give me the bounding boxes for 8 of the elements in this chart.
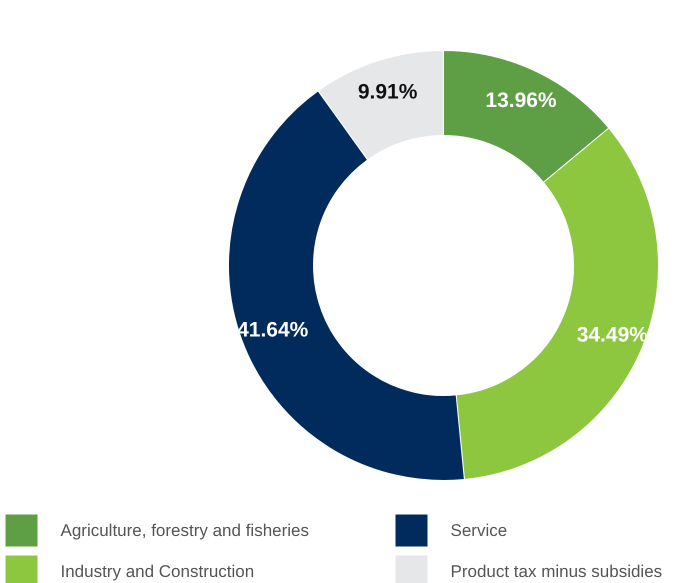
data-label: 13.96% [485, 88, 557, 112]
data-label: 9.91% [358, 80, 418, 104]
legend-label: Service [450, 521, 508, 540]
legend-label: Industry and Construction [60, 562, 254, 581]
data-label: 34.49% [576, 323, 648, 346]
data-label: 41.64% [237, 318, 309, 342]
legend-label: Product tax minus subsidies [450, 562, 662, 581]
legend-label: Agriculture, forestry and fisheries [60, 521, 309, 540]
